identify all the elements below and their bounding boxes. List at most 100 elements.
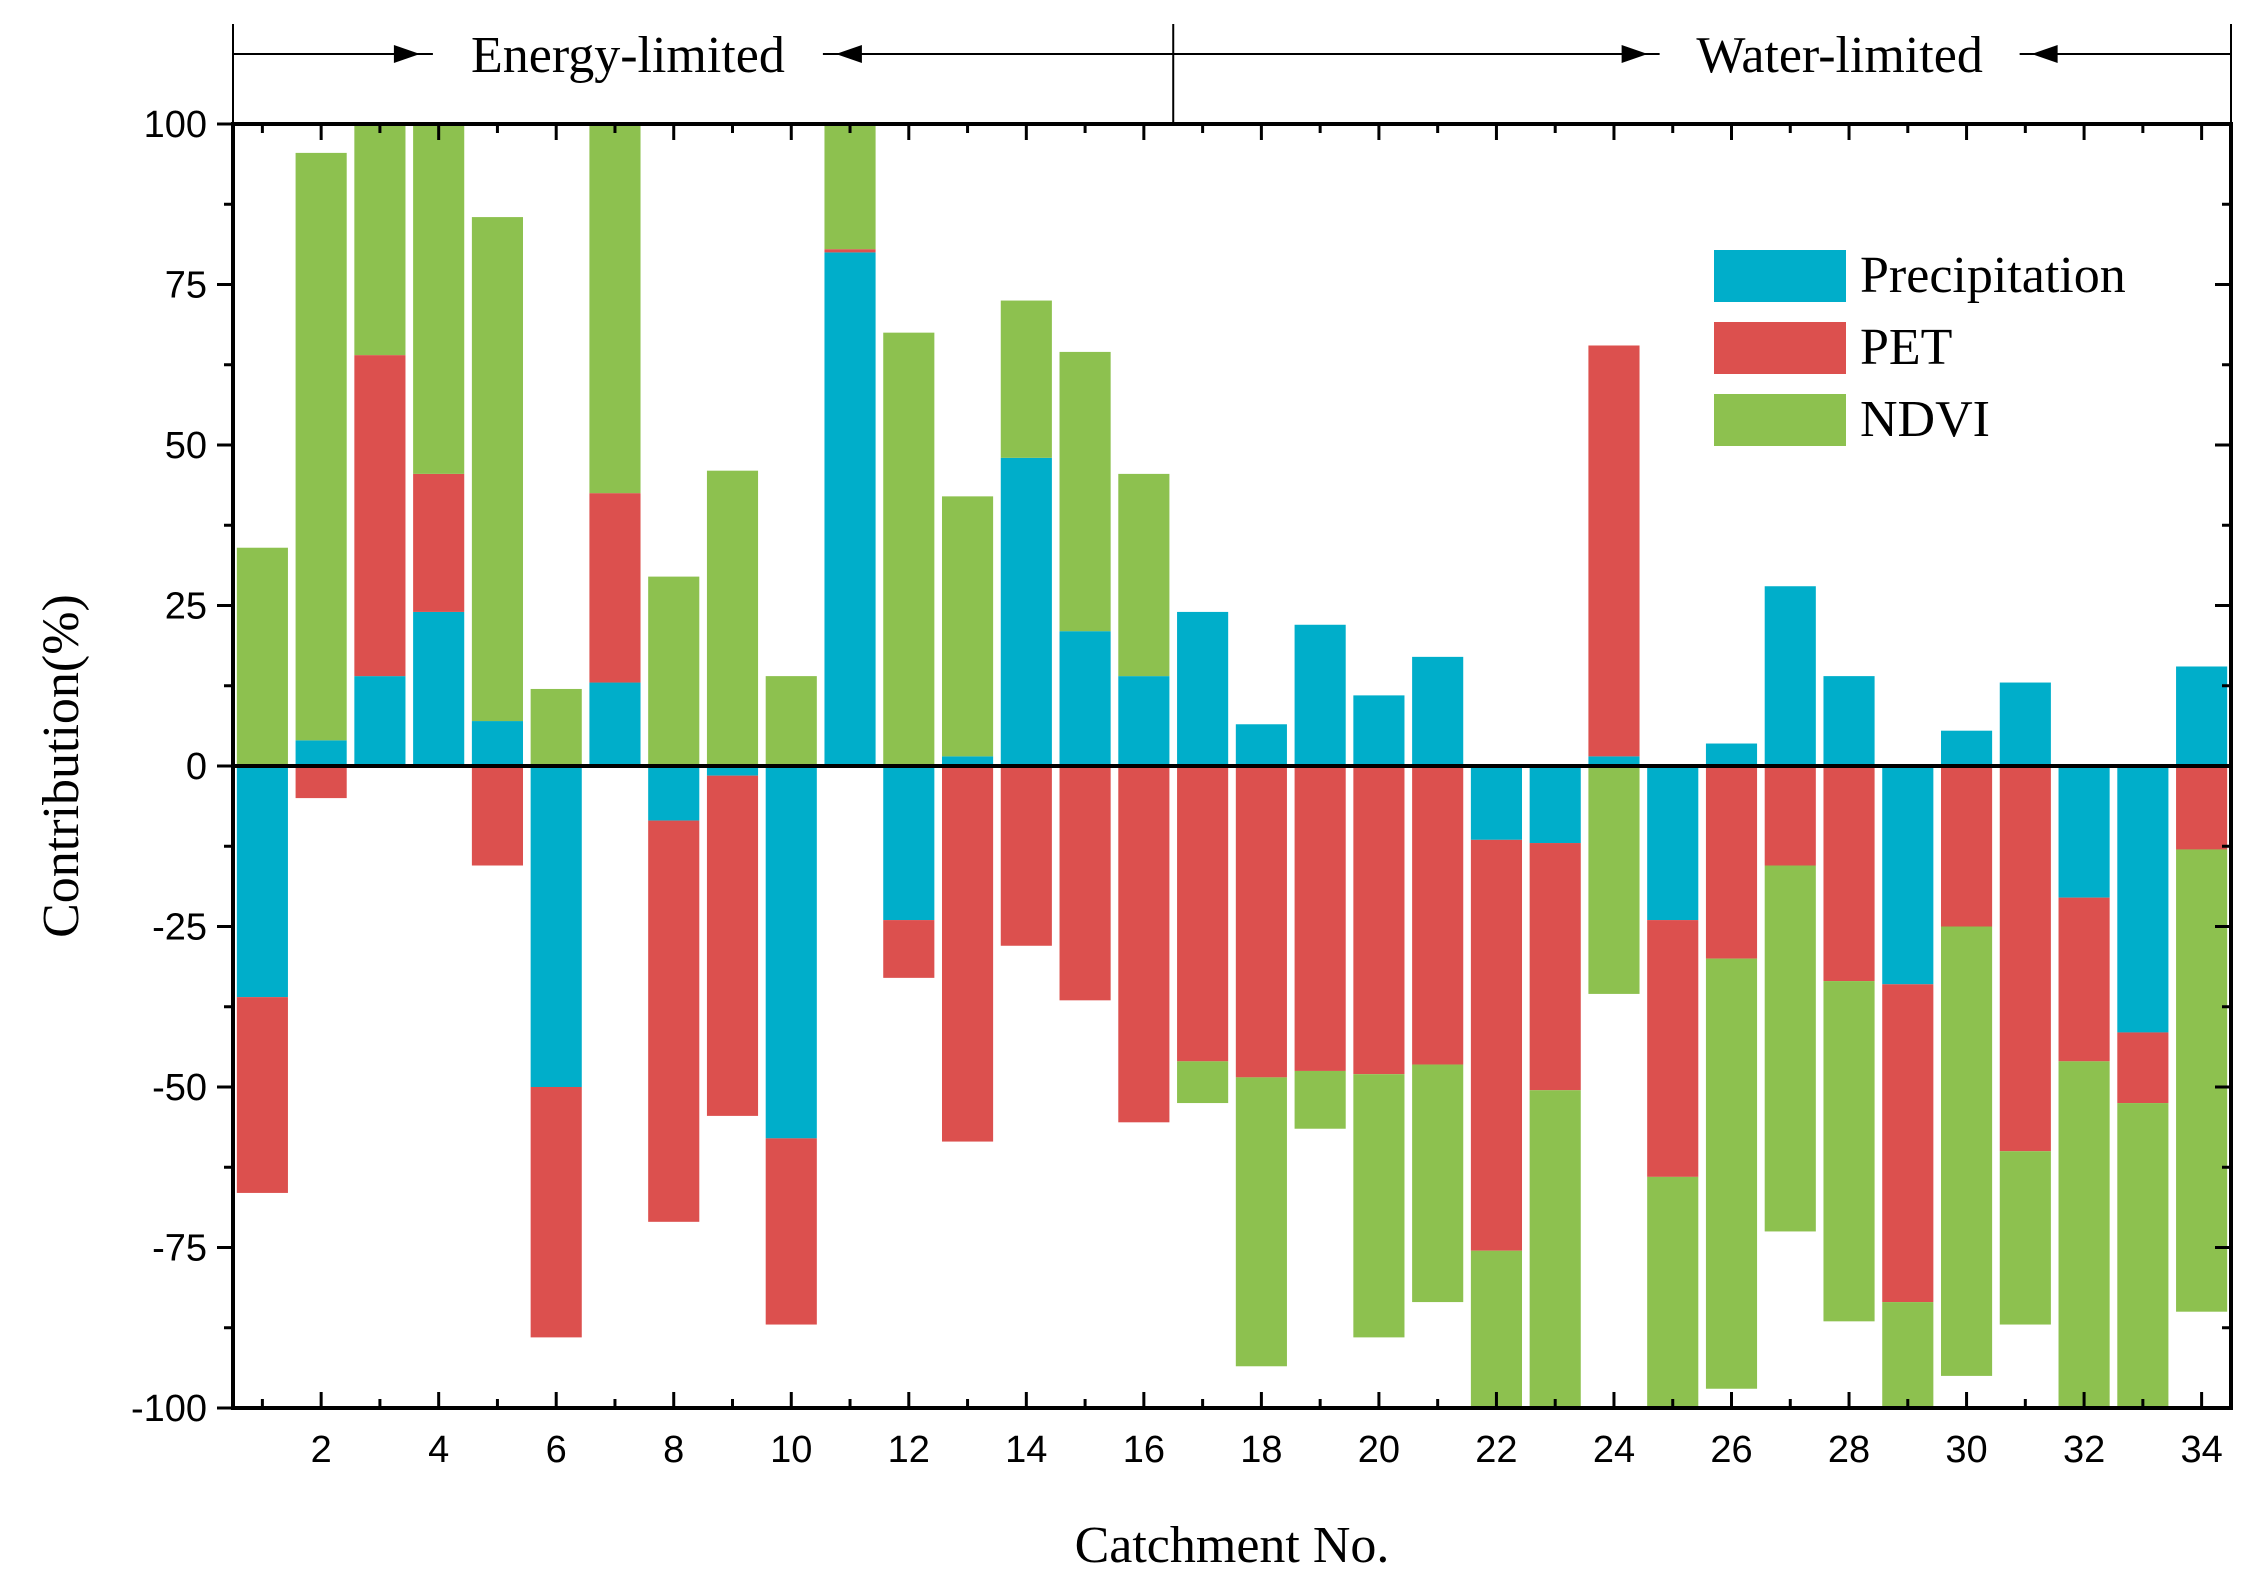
bar-precipitation-31	[1999, 682, 2051, 766]
legend-swatch-precipitation	[1714, 250, 1846, 302]
bar-pet-4	[413, 473, 465, 612]
bar-ndvi-15	[1059, 351, 1111, 632]
bar-pet-10	[765, 1138, 817, 1325]
x-tick-label-22: 22	[1475, 1429, 1517, 1471]
bar-ndvi-30	[1940, 926, 1993, 1376]
bar-precipitation-26	[1705, 743, 1758, 766]
legend-swatch-ndvi	[1714, 394, 1846, 446]
bar-pet-5	[471, 766, 524, 866]
bar-ndvi-14	[1000, 300, 1052, 458]
region-arrows	[393, 24, 2058, 84]
legend-label-precipitation: Precipitation	[1860, 247, 2126, 304]
bar-pet-31	[1999, 766, 2051, 1152]
label-gap	[1659, 24, 2020, 84]
y-tick-label--50: -50	[152, 1067, 207, 1109]
bar-ndvi-9	[706, 470, 759, 766]
y-tick-label-100: 100	[144, 104, 207, 146]
bar-precipitation-14	[1000, 457, 1052, 766]
bar-ndvi-22	[1470, 1250, 1523, 1408]
region-annotation: Energy-limited Water-limited	[232, 24, 2232, 124]
bar-ndvi-13	[941, 496, 994, 757]
y-tick-label--100: -100	[131, 1388, 207, 1430]
y-tick-label--25: -25	[152, 907, 207, 949]
bar-pet-32	[2058, 897, 2110, 1062]
legend-label-pet: PET	[1860, 319, 1952, 376]
bar-precipitation-29	[1882, 766, 1934, 985]
bar-pet-25	[1647, 920, 1699, 1177]
bar-ndvi-3	[354, 124, 406, 356]
bar-pet-30	[1940, 766, 1993, 927]
x-axis-label: Catchment No.	[1075, 1517, 1390, 1574]
y-tick-label-25: 25	[165, 586, 207, 628]
bar-ndvi-21	[1412, 1064, 1464, 1303]
bar-precipitation-33	[2117, 766, 2169, 1033]
bar-pet-17	[1177, 766, 1229, 1062]
bar-pet-23	[1529, 843, 1581, 1091]
bar-ndvi-16	[1118, 473, 1170, 677]
bar-precipitation-2	[295, 740, 347, 766]
bar-ndvi-24	[1588, 766, 1640, 994]
bar-pet-19	[1294, 766, 1346, 1071]
x-tick-label-34: 34	[2180, 1429, 2222, 1471]
energy-right-arrow	[393, 45, 420, 63]
bar-ndvi-4	[413, 124, 465, 474]
bar-ndvi-10	[765, 676, 817, 766]
bar-ndvi-33	[2117, 1103, 2169, 1408]
bar-precipitation-19	[1294, 624, 1346, 766]
bar-pet-12	[883, 920, 935, 978]
bar-ndvi-6	[530, 688, 582, 766]
bar-pet-16	[1118, 766, 1170, 1123]
bar-pet-1	[236, 997, 288, 1193]
bar-pet-34	[2176, 766, 2228, 850]
bar-pet-29	[1882, 984, 1934, 1303]
bar-precipitation-13	[941, 756, 994, 766]
bar-pet-15	[1059, 766, 1111, 1001]
bar-precipitation-3	[354, 676, 406, 766]
bar-pet-7	[589, 493, 641, 683]
water-right-arrow	[1621, 45, 1648, 63]
bar-ndvi-5	[471, 217, 524, 722]
bar-pet-3	[354, 355, 406, 677]
bar-ndvi-19	[1294, 1070, 1346, 1129]
bar-ndvi-28	[1823, 981, 1875, 1322]
energy-left-arrow	[835, 45, 862, 63]
bar-ndvi-2	[295, 152, 347, 741]
x-tick-label-30: 30	[1945, 1429, 1987, 1471]
y-tick-label-75: 75	[165, 265, 207, 307]
bar-precipitation-12	[883, 766, 935, 921]
bar-precipitation-6	[530, 766, 582, 1087]
bar-precipitation-20	[1353, 695, 1405, 766]
bar-precipitation-17	[1177, 611, 1229, 766]
bar-pet-33	[2117, 1032, 2169, 1104]
bar-ndvi-8	[648, 576, 700, 766]
tick-labels-layer: 2 4 6 8 10 12 14 16 18 20 22 24 26 28 30 32 34-100-75-50…	[131, 104, 2223, 1471]
bar-precipitation-1	[236, 766, 288, 998]
legend: Precipitation PET NDVI	[1714, 247, 2126, 448]
bar-ndvi-1	[236, 547, 288, 766]
bar-precipitation-30	[1940, 730, 1993, 766]
bar-precipitation-16	[1118, 676, 1170, 766]
x-tick-label-8: 8	[663, 1429, 684, 1471]
water-left-arrow	[2031, 45, 2058, 63]
bar-ndvi-27	[1764, 865, 1816, 1232]
x-tick-label-16: 16	[1123, 1429, 1165, 1471]
energy-limited-label: Energy-limited	[471, 27, 785, 84]
label-gap	[432, 24, 823, 84]
bar-ndvi-11	[824, 124, 876, 250]
bar-ndvi-26	[1705, 958, 1758, 1389]
y-tick-label--75: -75	[152, 1228, 207, 1270]
bars-layer	[236, 124, 2228, 1408]
bar-pet-18	[1235, 766, 1287, 1078]
bar-precipitation-4	[413, 611, 465, 766]
legend-swatch-pet	[1714, 322, 1846, 374]
bar-ndvi-20	[1353, 1074, 1405, 1338]
bar-pet-6	[530, 1087, 582, 1338]
bar-pet-28	[1823, 766, 1875, 982]
bar-precipitation-28	[1823, 676, 1875, 766]
y-axis-label: Contribution(%)	[33, 594, 90, 938]
x-tick-label-2: 2	[311, 1429, 332, 1471]
bar-ndvi-34	[2176, 849, 2228, 1312]
bar-ndvi-17	[1177, 1061, 1229, 1104]
bar-precipitation-10	[765, 766, 817, 1139]
